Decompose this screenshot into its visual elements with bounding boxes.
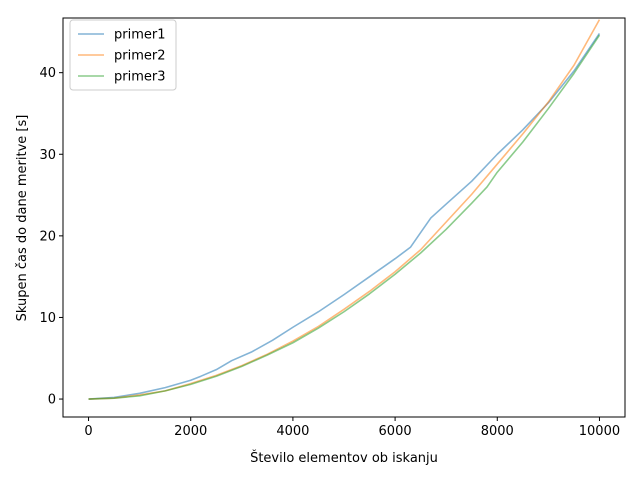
plot-frame: [62, 17, 626, 418]
series-lines: [88, 19, 601, 400]
series-line-primer1: [88, 33, 601, 400]
legend-label-primer1: primer1: [114, 28, 166, 43]
y-tick-label: 10: [39, 311, 56, 326]
x-axis-ticks: 0 2000 4000 6000 8000 10000: [84, 417, 620, 439]
legend-label-primer2: primer2: [114, 49, 166, 64]
legend-box: [69, 19, 177, 91]
y-tick-label: 40: [39, 66, 56, 81]
legend-items: primer1 primer2 primer3: [78, 28, 166, 85]
legend-label-primer3: primer3: [114, 70, 166, 85]
series-line-primer3: [88, 34, 601, 400]
y-tick-label: 30: [39, 148, 56, 163]
x-axis-label: Število elementov ob iskanju: [250, 450, 438, 466]
legend: primer1 primer2 primer3: [69, 19, 177, 91]
y-axis-ticks: 0 10 20 30 40: [39, 66, 63, 408]
x-tick-label: 2000: [174, 424, 207, 439]
y-axis-label: Skupen čas do dane meritve [s]: [15, 115, 30, 322]
x-tick-label: 8000: [481, 424, 514, 439]
x-tick-label: 4000: [276, 424, 309, 439]
x-tick-label: 0: [84, 424, 92, 439]
x-tick-label: 6000: [379, 424, 412, 439]
y-tick-label: 20: [39, 229, 56, 244]
y-tick-label: 0: [48, 393, 56, 408]
x-tick-label: 10000: [579, 424, 620, 439]
